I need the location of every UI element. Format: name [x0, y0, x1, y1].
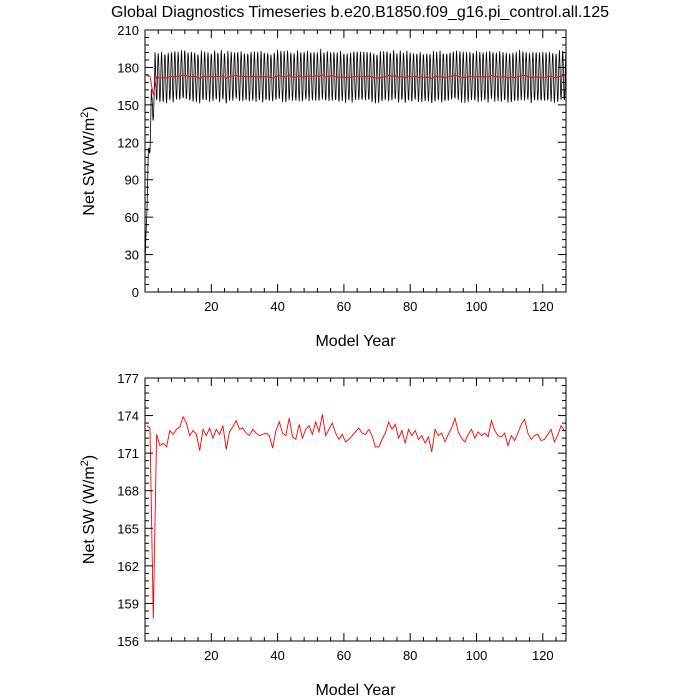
bottom-panel: 156 159 162 165 168 171 174 177 20 40 60 80 100 120 Mo…: [79, 371, 567, 699]
top-panel: 0 30 60 90 120 150 180 210 20 40 60 80 100 120 Model Y…: [79, 23, 567, 350]
x-tick-label: 120: [532, 648, 554, 663]
y-tick-label: 156: [117, 634, 139, 649]
x-axis-title: Model Year: [315, 682, 396, 699]
series-group: [145, 48, 566, 292]
y-tick-label: 150: [117, 98, 139, 113]
y-tick-label: 210: [117, 23, 139, 38]
y-tick-label: 168: [117, 484, 139, 499]
y-tick-label: 159: [117, 596, 139, 611]
x-tick-label: 120: [532, 299, 554, 314]
y-tick-label: 165: [117, 521, 139, 536]
plot-frame: [144, 377, 567, 642]
annual-mean-series-line: [146, 74, 565, 96]
x-tick-label: 20: [204, 648, 218, 663]
y-tick-label: 120: [117, 135, 139, 150]
x-tick-label: 40: [270, 648, 284, 663]
x-tick-label: 20: [204, 299, 218, 314]
y-tick-label: 171: [117, 446, 139, 461]
x-tick-label: 60: [337, 299, 351, 314]
plot-frame: [144, 29, 567, 293]
y-tick-label: 0: [132, 285, 139, 300]
y-axis-title: Net SW (W/m2): [79, 106, 98, 215]
x-tick-label: 80: [403, 648, 417, 663]
x-tick-label: 60: [337, 648, 351, 663]
monthly-series-line: [145, 48, 566, 292]
y-tick-label: 174: [117, 409, 139, 424]
annual-mean-series-line: [146, 414, 565, 619]
y-tick-label: 177: [117, 371, 139, 386]
x-tick-label: 100: [466, 648, 488, 663]
y-axis-title: Net SW (W/m2): [79, 455, 98, 564]
y-tick-label: 60: [125, 210, 139, 225]
chart-title: Global Diagnostics Timeseries b.e20.B185…: [111, 4, 609, 21]
x-tick-label: 100: [466, 299, 488, 314]
x-tick-label: 80: [403, 299, 417, 314]
x-tick-label: 40: [270, 299, 284, 314]
y-tick-label: 30: [125, 248, 139, 263]
y-tick-label: 180: [117, 60, 139, 75]
y-tick-label: 90: [125, 173, 139, 188]
y-tick-label: 162: [117, 559, 139, 574]
series-group: [146, 414, 565, 619]
x-axis-title: Model Year: [315, 333, 396, 350]
